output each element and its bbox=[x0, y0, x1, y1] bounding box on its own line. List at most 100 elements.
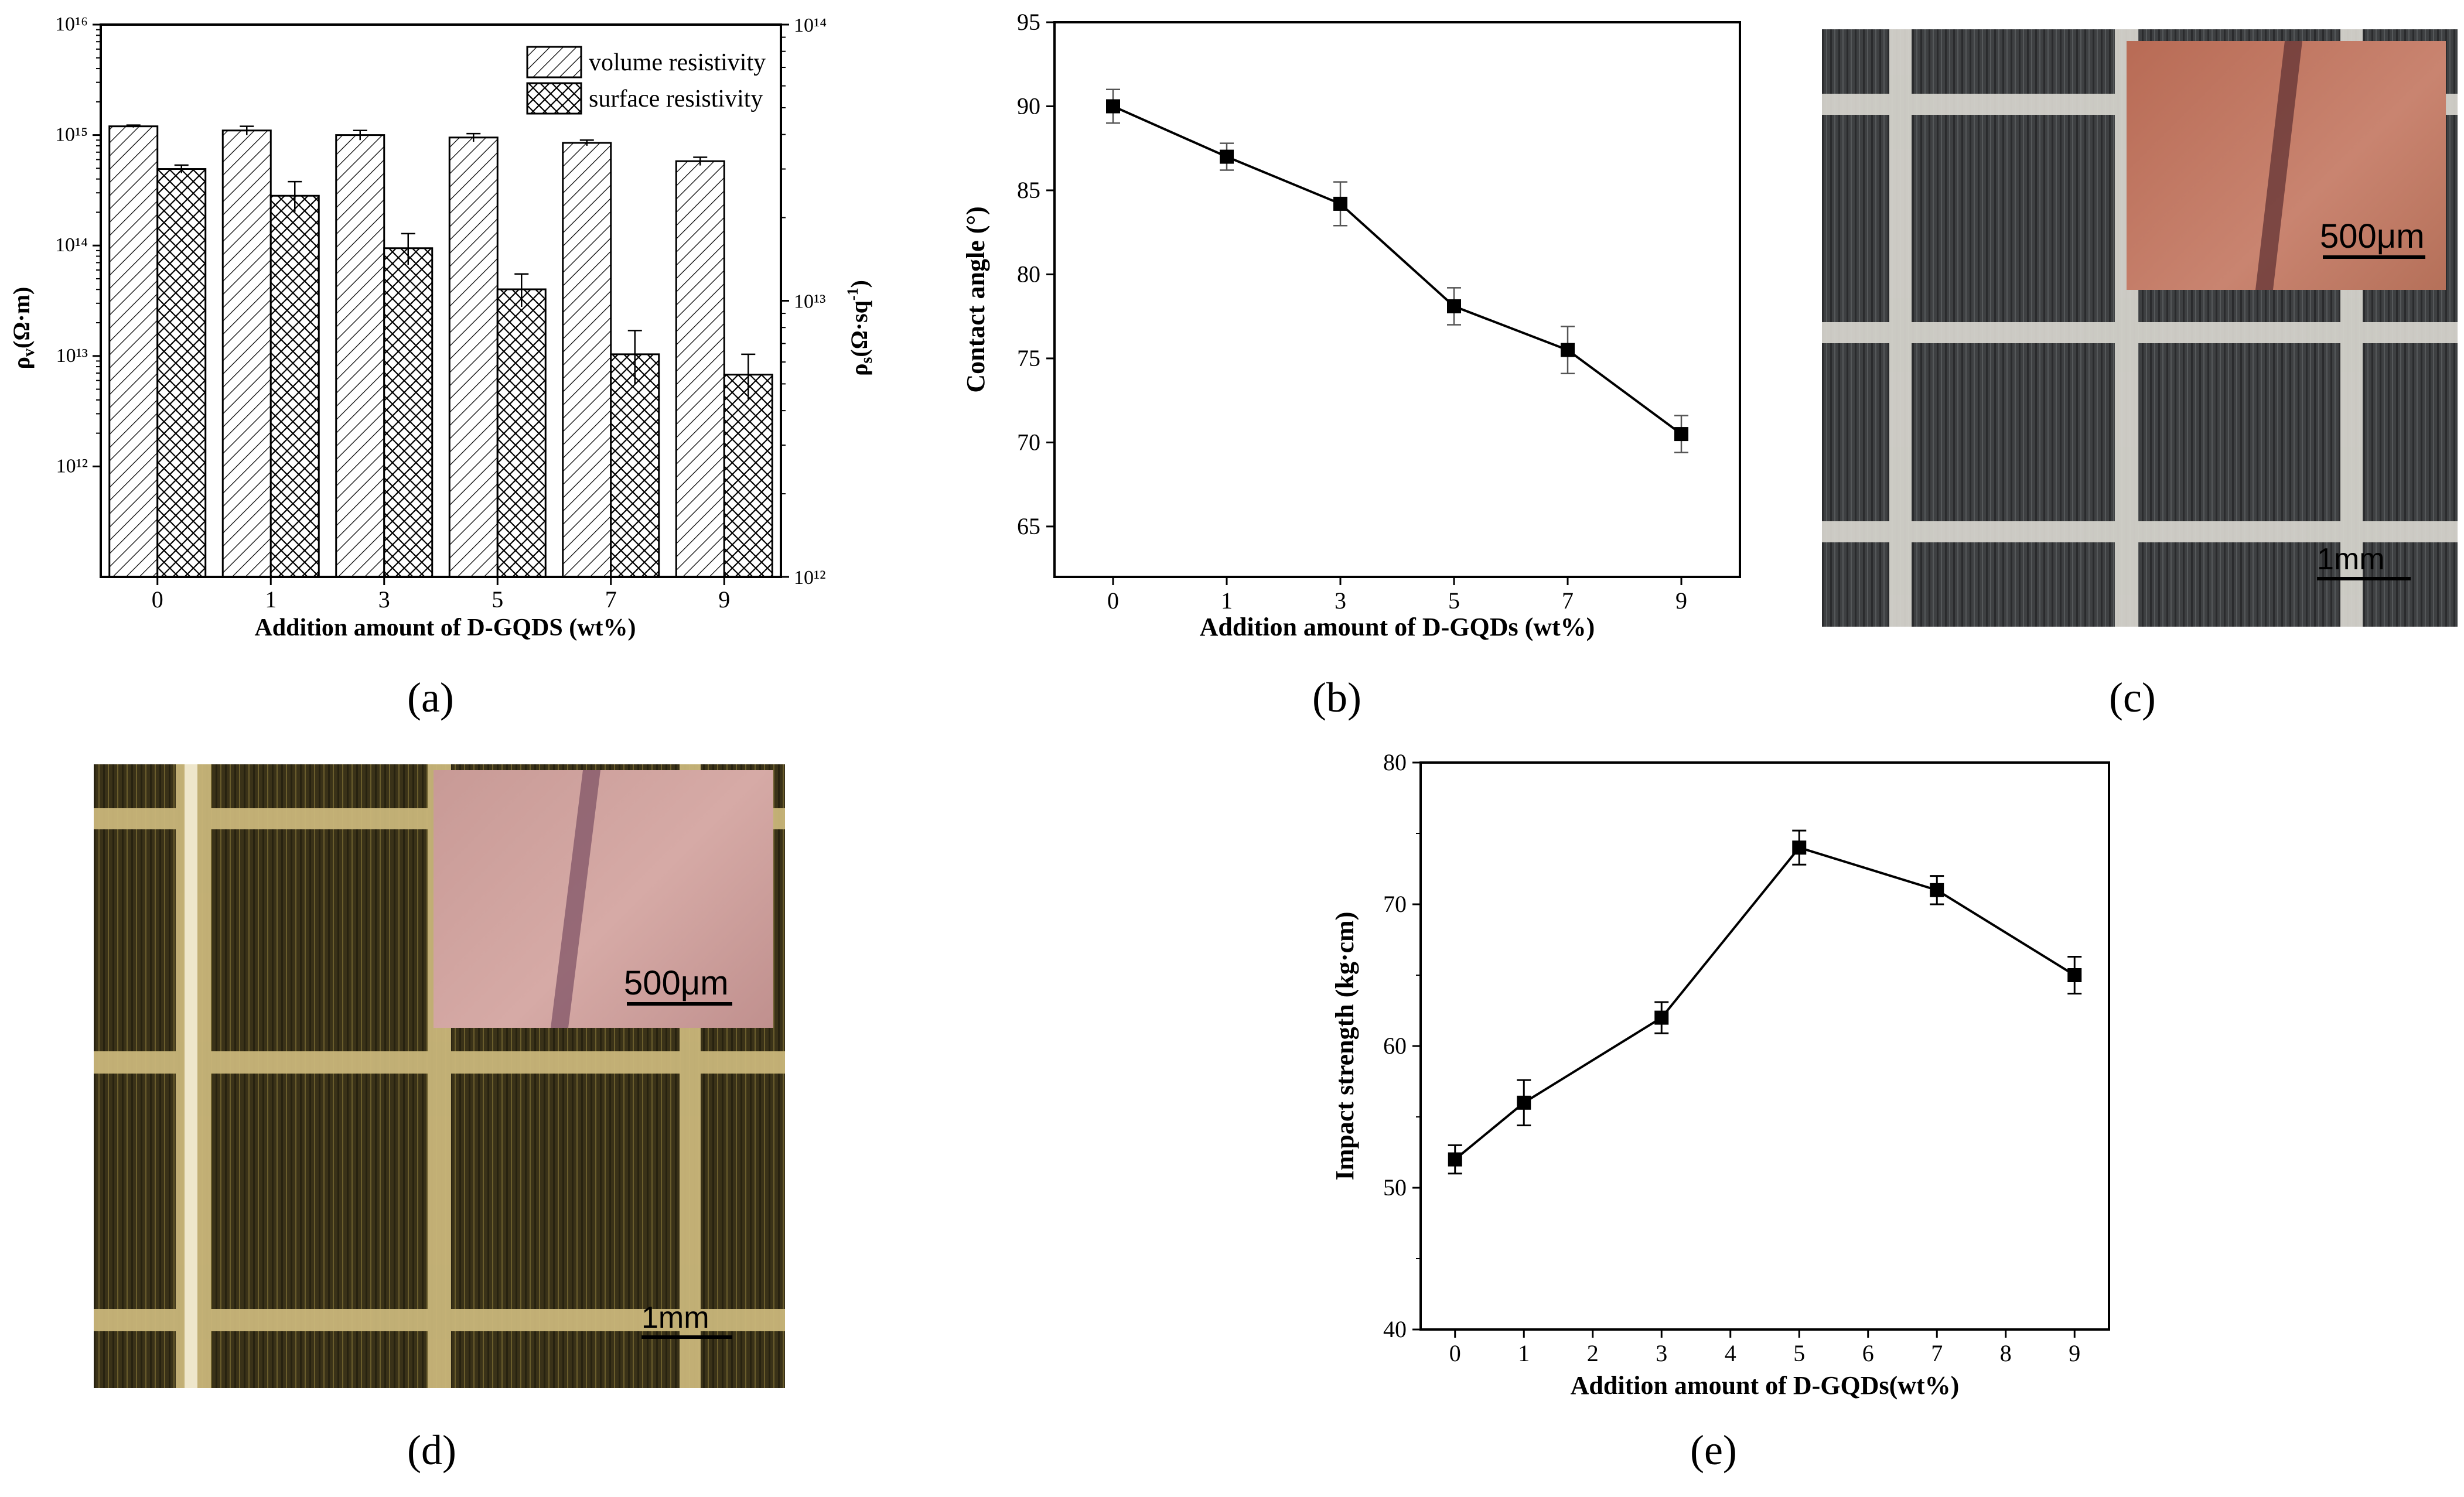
chart-b-frame bbox=[1053, 21, 1741, 578]
chart-a-x-tick-1: 1 bbox=[265, 586, 277, 613]
chart-b-point-5 bbox=[1447, 299, 1461, 313]
chart-a-y-tick-right-14: 10¹⁴ bbox=[794, 15, 827, 36]
chart-e-x-tick-1: 1 bbox=[1518, 1340, 1530, 1366]
chart-e-point-9 bbox=[2067, 968, 2082, 982]
chart-e-impact-strength: 40 50 60 70 80 0 1 2 3 4 5 6 7 8 9 Addition amount of D… bbox=[1330, 749, 2110, 1400]
chart-e-series-line bbox=[1454, 846, 2076, 1161]
chart-a-x-tick-0: 0 bbox=[152, 586, 163, 613]
chart-a-legend: volume resistivity surface resistivity bbox=[526, 46, 766, 115]
chart-b-series-line bbox=[1112, 105, 1683, 435]
chart-e-x-tick-3: 3 bbox=[1656, 1340, 1667, 1366]
chart-a-x-tick-9: 9 bbox=[718, 586, 730, 613]
photo-d-inset-crack bbox=[551, 770, 600, 1028]
photo-d-inset-scale-bar bbox=[627, 1002, 732, 1006]
chart-b-x-tick-9: 9 bbox=[1675, 587, 1687, 614]
chart-e-x-tick-8: 8 bbox=[2000, 1340, 2012, 1366]
chart-e-x-tick-0: 0 bbox=[1449, 1340, 1461, 1366]
chart-b-point-1 bbox=[1220, 149, 1234, 164]
chart-b-y-tick-65: 65 bbox=[1017, 513, 1040, 539]
chart-e-x-tick-2: 2 bbox=[1587, 1340, 1599, 1366]
chart-b-y-tick-80: 80 bbox=[1017, 261, 1040, 287]
bar-volume-0 bbox=[108, 125, 159, 578]
panel-label-b: (b) bbox=[1312, 674, 1361, 721]
chart-b-point-9 bbox=[1674, 427, 1688, 442]
panel-label-a: (a) bbox=[407, 674, 454, 721]
chart-a-y-tick-left-14: 10¹⁴ bbox=[55, 234, 88, 256]
chart-b-contact-angle: 65 70 75 80 85 90 95 0 1 3 5 7 9 Addition amount of D… bbox=[961, 9, 1741, 641]
bar-volume-5 bbox=[448, 136, 499, 578]
photo-c-inset: 500μm bbox=[2127, 41, 2446, 290]
photo-d-grid-gold: 500μm 1mm bbox=[94, 764, 785, 1388]
chart-b-point-7 bbox=[1561, 343, 1575, 357]
legend-label-volume: volume resistivity bbox=[589, 49, 766, 76]
chart-e-point-0 bbox=[1448, 1152, 1462, 1167]
chart-b-point-3 bbox=[1333, 196, 1347, 211]
legend-label-surface: surface resistivity bbox=[589, 86, 763, 112]
chart-b-y-tick-90: 90 bbox=[1017, 93, 1040, 119]
bar-surface-0 bbox=[156, 168, 207, 578]
chart-a-y-tick-left-12: 10¹² bbox=[56, 455, 88, 477]
chart-a-y-tick-left-15: 10¹⁵ bbox=[55, 124, 88, 146]
chart-a-y-axis-label-left: ρv(Ω·m) bbox=[8, 287, 38, 370]
chart-a-y-tick-right-12: 10¹² bbox=[794, 567, 825, 589]
panel-label-d: (d) bbox=[407, 1427, 456, 1474]
panel-label-e: (e) bbox=[1690, 1427, 1737, 1474]
chart-e-y-tick-40: 40 bbox=[1383, 1316, 1407, 1342]
bar-volume-7 bbox=[562, 142, 612, 578]
bar-surface-9 bbox=[723, 374, 773, 578]
chart-a-x-axis-label: Addition amount of D-GQDS (wt%) bbox=[254, 614, 636, 641]
panel-label-c: (c) bbox=[2109, 674, 2156, 721]
chart-a-x-tick-7: 7 bbox=[605, 586, 617, 613]
chart-b-point-0 bbox=[1106, 99, 1120, 114]
chart-e-point-5 bbox=[1792, 840, 1807, 855]
chart-e-y-tick-60: 60 bbox=[1383, 1033, 1407, 1059]
chart-b-x-tick-1: 1 bbox=[1221, 587, 1233, 614]
chart-b-y-tick-85: 85 bbox=[1017, 177, 1040, 203]
legend-swatch-volume bbox=[526, 46, 582, 78]
photo-c-scale-label: 1mm bbox=[2317, 542, 2385, 576]
photo-c-inset-crack bbox=[2255, 41, 2302, 290]
chart-b-x-tick-0: 0 bbox=[1107, 587, 1119, 614]
chart-e-point-7 bbox=[1930, 883, 1944, 897]
chart-a-y-tick-left-13: 10¹³ bbox=[56, 345, 88, 367]
chart-a-x-tick-3: 3 bbox=[378, 586, 390, 613]
chart-e-x-tick-5: 5 bbox=[1793, 1340, 1805, 1366]
photo-d-scale-label: 1mm bbox=[641, 1301, 709, 1335]
chart-b-y-tick-95: 95 bbox=[1017, 9, 1040, 35]
bar-volume-1 bbox=[221, 129, 272, 578]
photo-c-grid-dark: 500μm 1mm bbox=[1822, 29, 2458, 627]
chart-e-y-tick-50: 50 bbox=[1383, 1174, 1407, 1201]
chart-e-y-tick-80: 80 bbox=[1383, 749, 1407, 775]
bar-surface-3 bbox=[383, 247, 434, 578]
chart-a-y-tick-right-13: 10¹³ bbox=[794, 291, 825, 313]
chart-e-x-tick-6: 6 bbox=[1862, 1340, 1874, 1366]
chart-b-x-tick-7: 7 bbox=[1562, 587, 1574, 614]
chart-b-x-axis-label: Addition amount of D-GQDs (wt%) bbox=[1200, 613, 1595, 641]
bar-volume-3 bbox=[335, 134, 385, 578]
photo-c-inset-scale-label: 500μm bbox=[2320, 217, 2425, 255]
chart-a-x-tick-5: 5 bbox=[492, 586, 503, 613]
bar-volume-9 bbox=[675, 160, 725, 578]
chart-e-point-3 bbox=[1654, 1010, 1669, 1025]
chart-a-resistivity: 0 1 3 5 7 9 10¹² 10¹³ 10¹⁴ 10¹⁵ 10¹⁶ 10¹² 10¹³ 10¹⁴ v… bbox=[8, 13, 876, 641]
photo-c-inset-scale-bar bbox=[2323, 255, 2425, 259]
chart-b-y-axis-label: Contact angle (°) bbox=[961, 206, 990, 392]
chart-a-y-tick-left-16: 10¹⁶ bbox=[55, 13, 88, 35]
chart-e-x-tick-9: 9 bbox=[2069, 1340, 2080, 1366]
bar-surface-7 bbox=[610, 353, 660, 578]
chart-b-y-tick-70: 70 bbox=[1017, 429, 1040, 455]
bar-surface-5 bbox=[496, 288, 547, 578]
bar-surface-1 bbox=[269, 194, 320, 578]
chart-e-y-axis-label: Impact strength (kg·cm) bbox=[1330, 912, 1359, 1181]
chart-b-x-tick-3: 3 bbox=[1335, 587, 1346, 614]
chart-e-frame bbox=[1419, 761, 2110, 1331]
chart-b-y-tick-75: 75 bbox=[1017, 345, 1040, 371]
photo-c-scale-bar bbox=[2317, 577, 2411, 580]
chart-e-point-1 bbox=[1517, 1095, 1531, 1110]
chart-e-x-axis-label: Addition amount of D-GQDs(wt%) bbox=[1571, 1371, 1960, 1400]
chart-a-y-axis-label-right: ρs(Ω·sq-1) bbox=[844, 280, 876, 376]
chart-e-y-tick-70: 70 bbox=[1383, 891, 1407, 917]
chart-e-x-tick-4: 4 bbox=[1725, 1340, 1736, 1366]
photo-d-inset-scale-label: 500μm bbox=[624, 964, 729, 1002]
photo-d-scale-bar bbox=[641, 1335, 732, 1339]
